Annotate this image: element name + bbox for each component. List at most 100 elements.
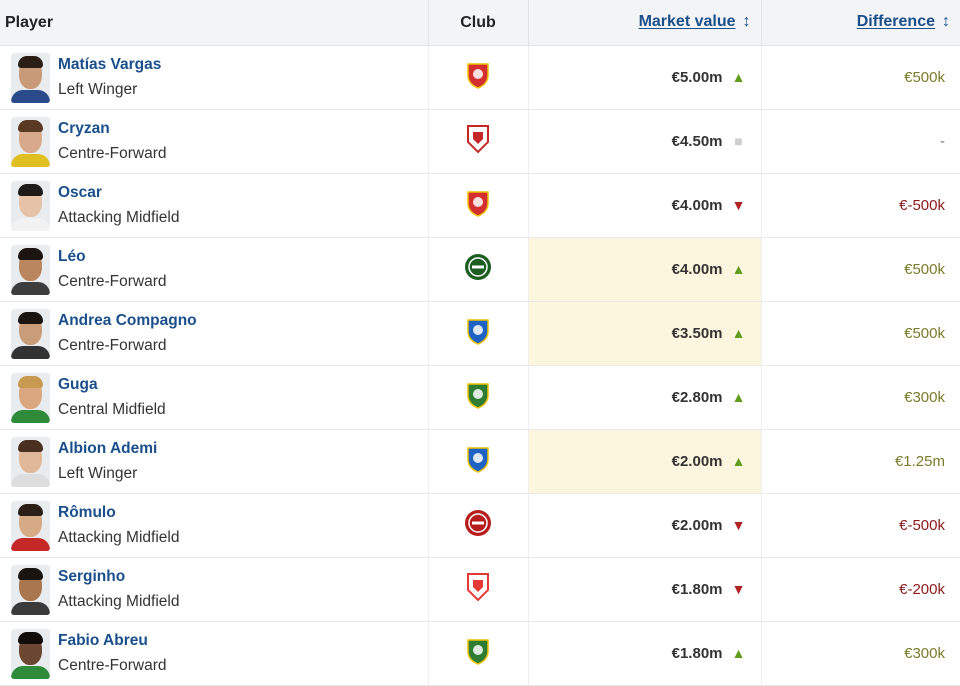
market-value-cell: €1.80m ▲ xyxy=(527,621,761,686)
player-name-link[interactable]: Cryzan xyxy=(58,120,110,137)
club-cell xyxy=(427,557,528,622)
player-avatar[interactable] xyxy=(11,52,50,103)
green-yellow-shield-crest-icon[interactable] xyxy=(466,637,490,670)
market-value: €1.80m xyxy=(671,581,723,598)
market-value-cell: €1.80m ▼ xyxy=(527,557,761,622)
player-avatar[interactable] xyxy=(11,308,50,359)
player-avatar[interactable] xyxy=(11,500,50,551)
player-name-link[interactable]: Oscar xyxy=(58,184,102,201)
difference-value: - xyxy=(940,133,945,150)
header-market-value[interactable]: Market value ↕ xyxy=(527,0,761,46)
player-position: Attacking Midfield xyxy=(58,529,180,546)
player-name-link[interactable]: Guga xyxy=(58,376,98,393)
market-value: €2.00m xyxy=(671,517,723,534)
difference-value: €-500k xyxy=(899,517,945,534)
difference-value: €-500k xyxy=(899,197,945,214)
player-name-link[interactable]: Léo xyxy=(58,248,86,265)
player-name-link[interactable]: Albion Ademi xyxy=(58,440,158,457)
difference-value: €500k xyxy=(904,69,945,86)
difference-cell: €300k xyxy=(760,621,960,686)
player-avatar[interactable] xyxy=(11,180,50,231)
trend-up-icon: ▲ xyxy=(731,389,746,405)
red-shield-crest-icon[interactable] xyxy=(466,61,490,94)
player-cell: Léo Centre-Forward xyxy=(0,237,428,302)
white-red-shield-crest-icon[interactable] xyxy=(466,124,490,159)
player-position: Left Winger xyxy=(58,465,138,482)
red-shield-crest-icon[interactable] xyxy=(466,189,490,222)
player-name-link[interactable]: Matías Vargas xyxy=(58,56,162,73)
header-difference[interactable]: Difference ↕ xyxy=(760,0,960,46)
club-cell xyxy=(427,301,528,366)
header-player: Player xyxy=(0,0,428,46)
player-cell: Cryzan Centre-Forward xyxy=(0,109,428,174)
header-row: Player Club Market value ↕ Difference ↕ xyxy=(0,0,960,46)
market-value: €2.00m xyxy=(671,453,723,470)
club-cell xyxy=(427,45,528,110)
club-cell xyxy=(427,173,528,238)
player-position: Attacking Midfield xyxy=(58,209,180,226)
player-cell: Fabio Abreu Centre-Forward xyxy=(0,621,428,686)
sort-market-value-link[interactable]: Market value xyxy=(638,13,736,31)
sort-arrows-icon[interactable]: ↕ xyxy=(942,13,950,31)
trend-up-icon: ▲ xyxy=(731,453,746,469)
player-position: Central Midfield xyxy=(58,401,166,418)
green-yellow-shield-crest-icon[interactable] xyxy=(466,381,490,414)
table-row: Matías Vargas Left Winger €5.00m ▲ €500k xyxy=(0,45,960,110)
market-value-cell: €2.00m ▲ xyxy=(527,429,761,494)
market-value: €5.00m xyxy=(671,69,723,86)
difference-cell: €300k xyxy=(760,365,960,430)
difference-value: €300k xyxy=(904,389,945,406)
player-name-link[interactable]: Andrea Compagno xyxy=(58,312,197,329)
player-avatar[interactable] xyxy=(11,244,50,295)
market-value-cell: €4.50m ■ xyxy=(527,109,761,174)
player-avatar[interactable] xyxy=(11,436,50,487)
player-name-link[interactable]: Rômulo xyxy=(58,504,116,521)
difference-value: €-200k xyxy=(899,581,945,598)
player-cell: Guga Central Midfield xyxy=(0,365,428,430)
player-avatar[interactable] xyxy=(11,116,50,167)
market-value: €4.50m xyxy=(671,133,723,150)
player-avatar[interactable] xyxy=(11,372,50,423)
difference-value: €300k xyxy=(904,645,945,662)
difference-cell: €1.25m xyxy=(760,429,960,494)
red-yellow-shield-crest-icon[interactable] xyxy=(466,572,490,607)
player-name-link[interactable]: Fabio Abreu xyxy=(58,632,148,649)
market-value: €4.00m xyxy=(671,261,723,278)
player-cell: Rômulo Attacking Midfield xyxy=(0,493,428,558)
player-cell: Albion Ademi Left Winger xyxy=(0,429,428,494)
club-cell xyxy=(427,237,528,302)
difference-cell: €-500k xyxy=(760,493,960,558)
red-round-crest-icon[interactable] xyxy=(464,509,492,542)
player-avatar[interactable] xyxy=(11,628,50,679)
trend-up-icon: ▲ xyxy=(731,261,746,277)
blue-white-shield-crest-icon[interactable] xyxy=(466,445,490,478)
sort-arrows-icon[interactable]: ↕ xyxy=(742,13,751,31)
blue-white-shield-crest-icon[interactable] xyxy=(466,317,490,350)
player-avatar[interactable] xyxy=(11,564,50,615)
table-row: Cryzan Centre-Forward €4.50m ■ - xyxy=(0,109,960,174)
sort-difference-link[interactable]: Difference xyxy=(856,13,935,31)
table-row: Serginho Attacking Midfield €1.80m ▼ €-20… xyxy=(0,557,960,622)
player-position: Centre-Forward xyxy=(58,337,167,354)
club-cell xyxy=(427,109,528,174)
player-position: Left Winger xyxy=(58,81,138,98)
player-cell: Oscar Attacking Midfield xyxy=(0,173,428,238)
difference-value: €500k xyxy=(904,325,945,342)
header-club: Club xyxy=(427,0,528,46)
green-round-crest-icon[interactable] xyxy=(464,253,492,286)
player-name-link[interactable]: Serginho xyxy=(58,568,126,585)
difference-cell: €500k xyxy=(760,45,960,110)
table-row: Oscar Attacking Midfield €4.00m ▼ €-500k xyxy=(0,173,960,238)
table-row: Andrea Compagno Centre-Forward €3.50m ▲ €… xyxy=(0,301,960,366)
club-cell xyxy=(427,365,528,430)
market-value: €1.80m xyxy=(671,645,723,662)
club-cell xyxy=(427,621,528,686)
player-cell: Matías Vargas Left Winger xyxy=(0,45,428,110)
difference-value: €1.25m xyxy=(894,453,945,470)
table-row: Léo Centre-Forward €4.00m ▲ €500k xyxy=(0,237,960,302)
market-value: €4.00m xyxy=(671,197,723,214)
player-cell: Andrea Compagno Centre-Forward xyxy=(0,301,428,366)
trend-down-icon: ▼ xyxy=(731,581,746,597)
difference-cell: €-500k xyxy=(760,173,960,238)
